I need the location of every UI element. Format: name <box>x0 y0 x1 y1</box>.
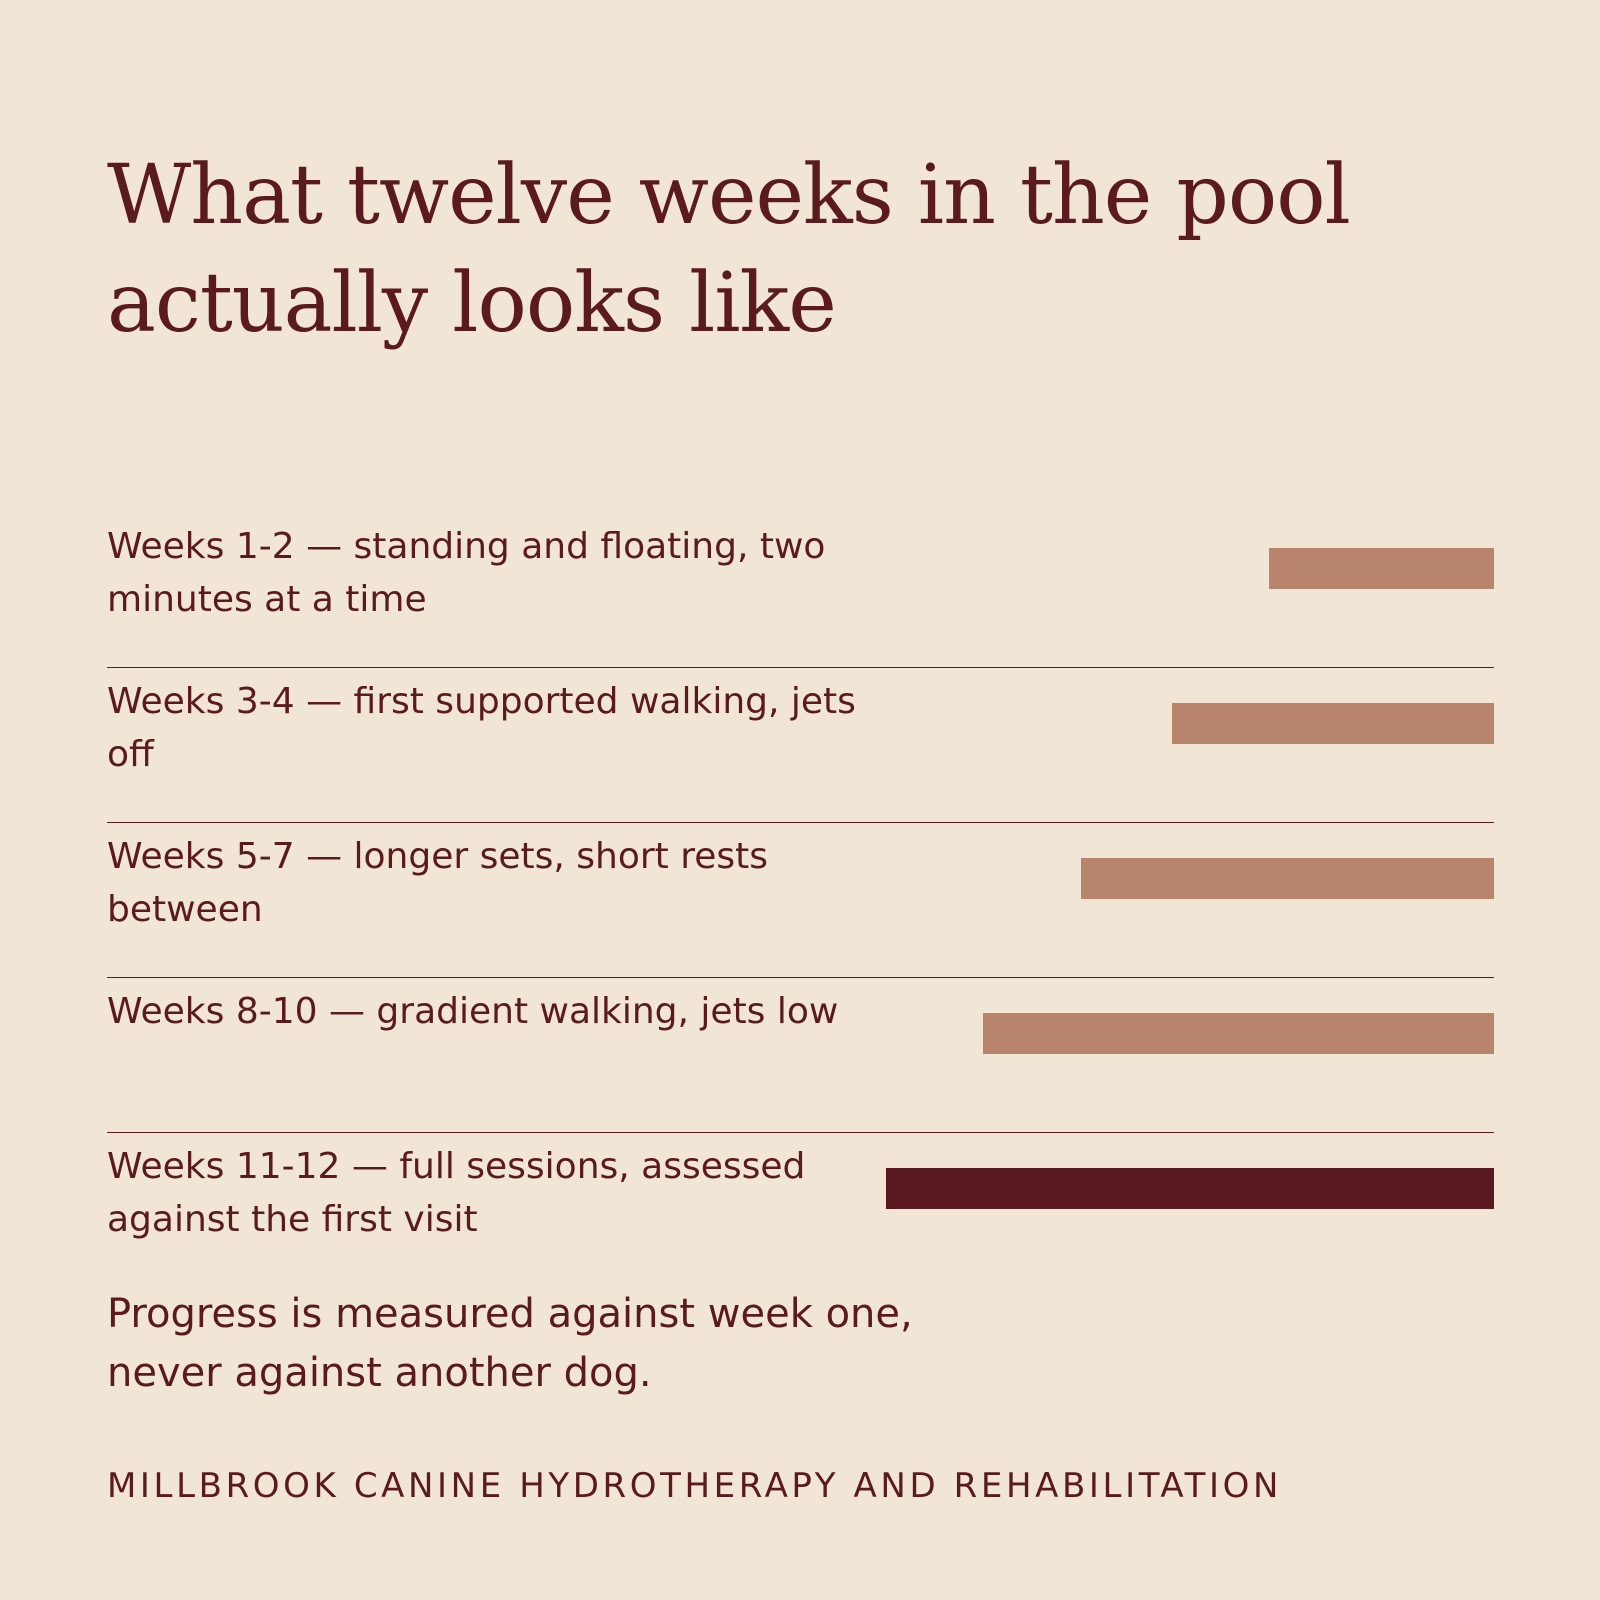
row-label: Weeks 5-7 — longer sets, short rests bet… <box>107 836 769 930</box>
chart-row: Weeks 8-10 — gradient walking, jets low <box>107 978 1494 1133</box>
progress-chart: Weeks 1-2 — standing and floating, two m… <box>107 513 1494 1288</box>
page-title: What twelve weeks in the pool actually l… <box>107 148 1351 351</box>
progress-bar <box>1172 703 1494 744</box>
chart-row: Weeks 11-12 — full sessions, assessed ag… <box>107 1133 1494 1288</box>
row-label: Weeks 3-4 — first supported walking, jet… <box>107 681 856 775</box>
progress-bar <box>886 1168 1494 1209</box>
progress-bar <box>1081 858 1494 899</box>
chart-row: Weeks 5-7 — longer sets, short rests bet… <box>107 823 1494 978</box>
chart-row: Weeks 1-2 — standing and floating, two m… <box>107 513 1494 668</box>
chart-row: Weeks 3-4 — first supported walking, jet… <box>107 668 1494 823</box>
progress-bar <box>1269 548 1494 589</box>
row-label: Weeks 8-10 — gradient walking, jets low <box>107 991 839 1032</box>
row-label: Weeks 11-12 — full sessions, assessed ag… <box>107 1146 806 1240</box>
row-label: Weeks 1-2 — standing and floating, two m… <box>107 526 826 620</box>
brand-name: MILLBROOK CANINE HYDROTHERAPY AND REHABI… <box>107 1466 1283 1506</box>
progress-bar <box>983 1013 1494 1054</box>
progress-note: Progress is measured against week one, n… <box>107 1291 913 1396</box>
